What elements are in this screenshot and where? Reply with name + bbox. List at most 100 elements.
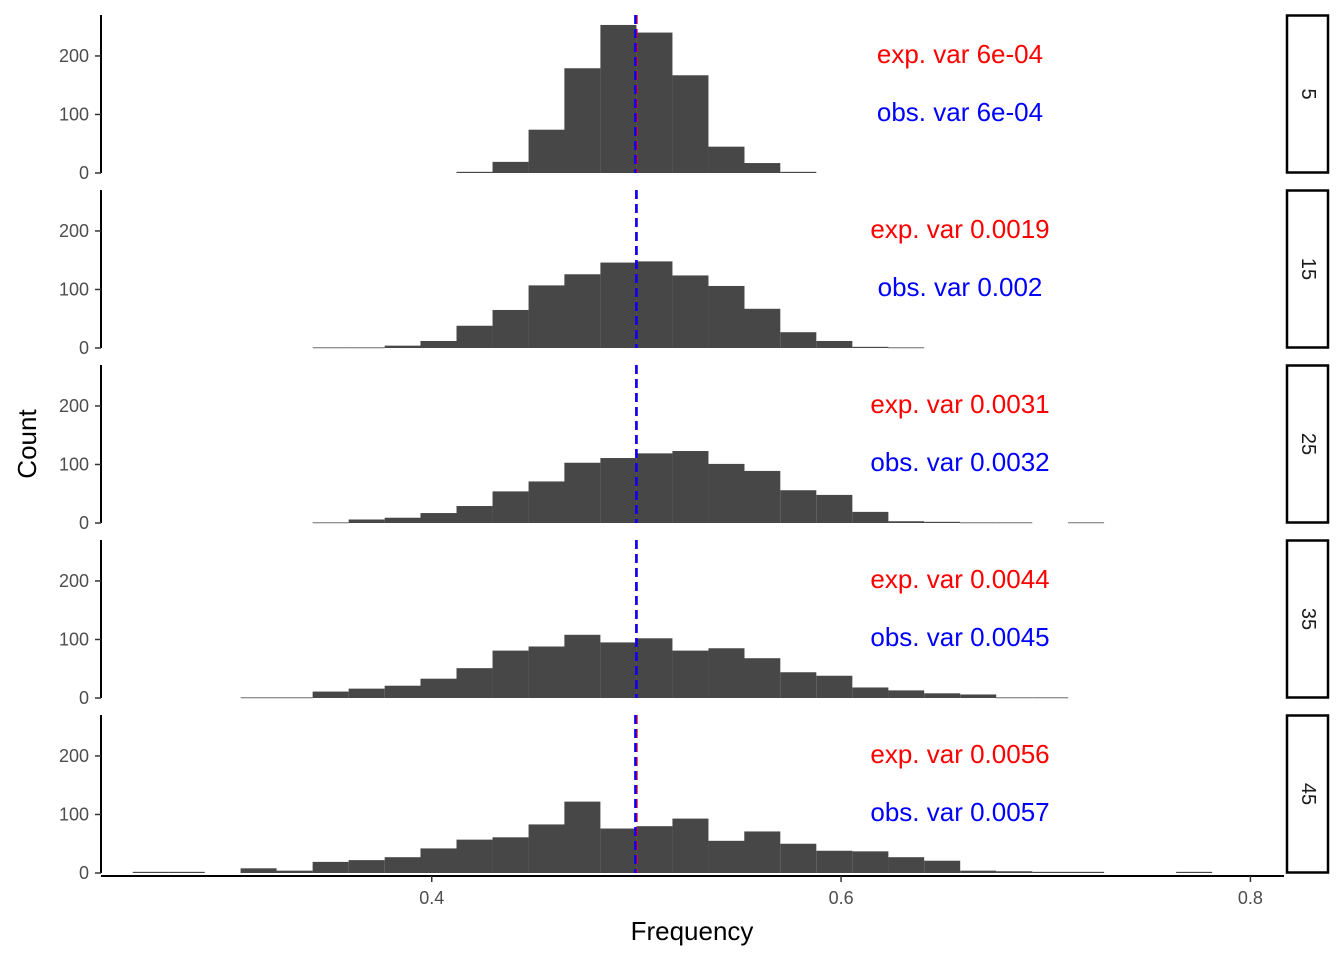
histogram-bar <box>744 658 781 698</box>
facet-panel-15: 0 100 200 exp. var 0.0019 obs. var 0.002 15 <box>59 189 1330 358</box>
y-tick-label: 100 <box>59 629 89 649</box>
facet-panel-5: 0 100 200 exp. var 6e-04 obs. var 6e-04 5 <box>59 14 1330 183</box>
histogram-bar <box>708 840 745 873</box>
histogram-bar <box>456 171 493 173</box>
histogram-bar <box>564 274 601 348</box>
histogram-bar <box>780 672 817 698</box>
histogram-bar <box>456 506 493 523</box>
histogram-bar <box>528 646 565 698</box>
observed-variance-label: obs. var 6e-04 <box>877 97 1043 127</box>
histogram-bar <box>780 843 817 873</box>
histogram-bar <box>960 870 997 873</box>
histogram-bar <box>528 129 565 173</box>
histogram-bar <box>816 340 853 348</box>
histogram-bar <box>420 678 457 698</box>
histogram-bar <box>456 668 493 698</box>
histogram-bar <box>708 648 745 698</box>
y-tick-label: 200 <box>59 746 89 766</box>
facet-panel-35: 0 100 200 exp. var 0.0044 obs. var 0.0045 35 <box>59 539 1330 708</box>
x-axis-title: Frequency <box>631 916 754 946</box>
facet-strip <box>1285 364 1330 524</box>
histogram-bar <box>960 694 997 698</box>
facet-strip-label: 15 <box>1297 258 1319 280</box>
facet-strip-label: 25 <box>1297 433 1319 455</box>
histogram-bar <box>600 262 637 348</box>
x-tick-label: 0.8 <box>1238 888 1263 908</box>
histogram-bar <box>312 691 349 698</box>
x-tick-label: 0.6 <box>829 888 854 908</box>
histogram-bar <box>996 871 1033 873</box>
facet-panel-45: 0 100 200 exp. var 0.0056 obs. var 0.0057 45 <box>59 714 1330 883</box>
histogram-bar <box>564 634 601 698</box>
facet-strip <box>1285 714 1330 874</box>
histogram-bar <box>240 868 277 873</box>
histogram-bar <box>708 463 745 523</box>
histogram-bar <box>492 650 529 698</box>
expected-variance-label: exp. var 0.0056 <box>870 739 1049 769</box>
histogram-bar <box>924 521 961 523</box>
x-axis: 0.4 0.6 0.8 <box>101 875 1284 908</box>
histogram-bar <box>1176 871 1213 873</box>
histogram-bar <box>456 839 493 873</box>
histogram-bar <box>564 801 601 873</box>
expected-variance-label: exp. var 0.0031 <box>870 389 1049 419</box>
facet-strip-label: 35 <box>1297 608 1319 630</box>
histogram-bar <box>744 470 781 523</box>
histogram-bar <box>636 32 673 174</box>
expected-variance-label: exp. var 0.0019 <box>870 214 1049 244</box>
observed-variance-label: obs. var 0.002 <box>878 272 1043 302</box>
histogram-bar <box>924 693 961 698</box>
histogram-bar <box>780 490 817 523</box>
observed-variance-label: obs. var 0.0032 <box>870 447 1049 477</box>
facet-strip <box>1285 189 1330 349</box>
x-tick-label: 0.4 <box>419 888 444 908</box>
histogram-bar <box>384 517 421 523</box>
histogram-bar <box>528 285 565 348</box>
histogram-bar <box>672 75 709 173</box>
histogram-bar <box>528 481 565 523</box>
y-tick-label: 0 <box>79 163 89 183</box>
observed-variance-label: obs. var 0.0045 <box>870 622 1049 652</box>
histogram-bar <box>744 163 781 173</box>
facet-panels: 0 100 200 exp. var 6e-04 obs. var 6e-04 5 0 100… <box>59 14 1330 883</box>
y-tick-label: 0 <box>79 688 89 708</box>
histogram-bar <box>672 275 709 348</box>
histogram-bar <box>780 171 817 173</box>
histogram-bar <box>924 860 961 873</box>
histogram-bar <box>888 521 925 523</box>
histogram-bar <box>600 24 637 174</box>
y-tick-label: 200 <box>59 396 89 416</box>
y-tick-label: 100 <box>59 454 89 474</box>
histogram-bar <box>384 857 421 873</box>
histogram-bar <box>744 831 781 873</box>
histogram-bar <box>348 347 385 349</box>
histogram-bar <box>996 522 1033 524</box>
histogram-bar <box>888 347 925 349</box>
histogram-bar <box>1068 871 1105 873</box>
histogram-bar <box>636 826 673 873</box>
expected-variance-label: exp. var 0.0044 <box>870 564 1049 594</box>
histogram-bar <box>132 871 169 873</box>
y-axis-title: Count <box>12 409 42 479</box>
observed-variance-label: obs. var 0.0057 <box>870 797 1049 827</box>
histogram-bar <box>708 285 745 348</box>
y-tick-label: 100 <box>59 279 89 299</box>
y-tick-label: 200 <box>59 571 89 591</box>
histogram-bar <box>816 675 853 698</box>
histogram-bar <box>852 851 889 873</box>
histogram-bar <box>528 824 565 873</box>
y-tick-label: 100 <box>59 804 89 824</box>
histogram-bar <box>168 871 205 873</box>
histogram-bar <box>888 857 925 873</box>
histogram-bar <box>672 451 709 523</box>
facet-panel-25: 0 100 200 exp. var 0.0031 obs. var 0.0032 25 <box>59 364 1330 533</box>
histogram-bar <box>780 332 817 348</box>
histogram-bar <box>672 650 709 698</box>
histogram-bar <box>1032 871 1069 873</box>
histogram-bar <box>960 522 997 524</box>
y-tick-label: 200 <box>59 221 89 241</box>
y-tick-label: 0 <box>79 338 89 358</box>
histogram-bar <box>852 346 889 348</box>
